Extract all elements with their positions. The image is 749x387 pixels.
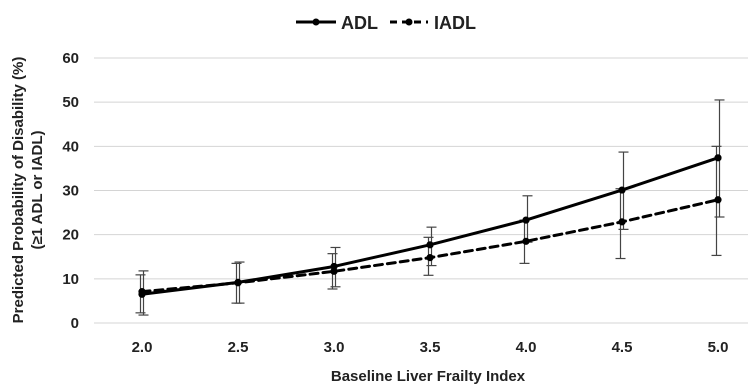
y-axis-tick-labels: 0 10 20 30 40 50 60 <box>62 50 79 332</box>
x-tick-label-5: 4.5 <box>612 339 633 356</box>
y-tick-label-6: 60 <box>62 50 79 67</box>
y-tick-label-4: 40 <box>62 138 79 155</box>
y-tick-label-0: 0 <box>71 315 79 332</box>
x-axis-title: Baseline Liver Frailty Index <box>331 368 526 385</box>
y-axis-title-line-1: Predicted Probability of Disability (%) <box>10 57 27 324</box>
data-point-iadl-0 <box>138 288 146 296</box>
data-point-iadl-1 <box>234 279 242 287</box>
y-tick-label-1: 10 <box>62 271 79 288</box>
x-axis-tick-labels: 2.0 2.5 3.0 3.5 4.0 4.5 5.0 <box>132 339 729 356</box>
series-line-adl <box>140 156 720 296</box>
legend-marker-adl <box>312 18 320 26</box>
data-point-iadl-4 <box>522 237 530 245</box>
gridlines <box>94 57 748 324</box>
data-point-adl-3 <box>426 241 434 249</box>
x-tick-label-4: 4.0 <box>516 339 537 356</box>
x-tick-label-6: 5.0 <box>708 339 729 356</box>
y-axis-title: Predicted Probability of Disability (%) … <box>10 57 46 324</box>
legend-marker-iadl <box>405 18 413 26</box>
series-lines <box>140 156 720 296</box>
x-tick-label-2: 3.0 <box>324 339 345 356</box>
y-tick-label-5: 50 <box>62 94 79 111</box>
y-tick-label-2: 20 <box>62 227 79 244</box>
data-point-iadl-5 <box>618 218 626 226</box>
data-point-iadl-6 <box>714 196 722 204</box>
x-tick-label-1: 2.5 <box>228 339 249 356</box>
data-point-iadl-3 <box>426 254 434 262</box>
data-point-adl-5 <box>618 186 626 194</box>
data-points <box>138 154 722 298</box>
data-point-iadl-2 <box>330 267 338 275</box>
y-axis-title-line-2: (≥1 ADL or IADL) <box>29 130 46 249</box>
y-tick-label-3: 30 <box>62 183 79 200</box>
legend: ADL IADL <box>296 13 476 33</box>
x-tick-label-3: 3.5 <box>420 339 441 356</box>
data-point-adl-4 <box>522 216 530 224</box>
legend-label-iadl: IADL <box>434 13 476 33</box>
data-point-adl-6 <box>714 154 722 162</box>
x-tick-label-0: 2.0 <box>132 339 153 356</box>
legend-label-adl: ADL <box>341 13 378 33</box>
